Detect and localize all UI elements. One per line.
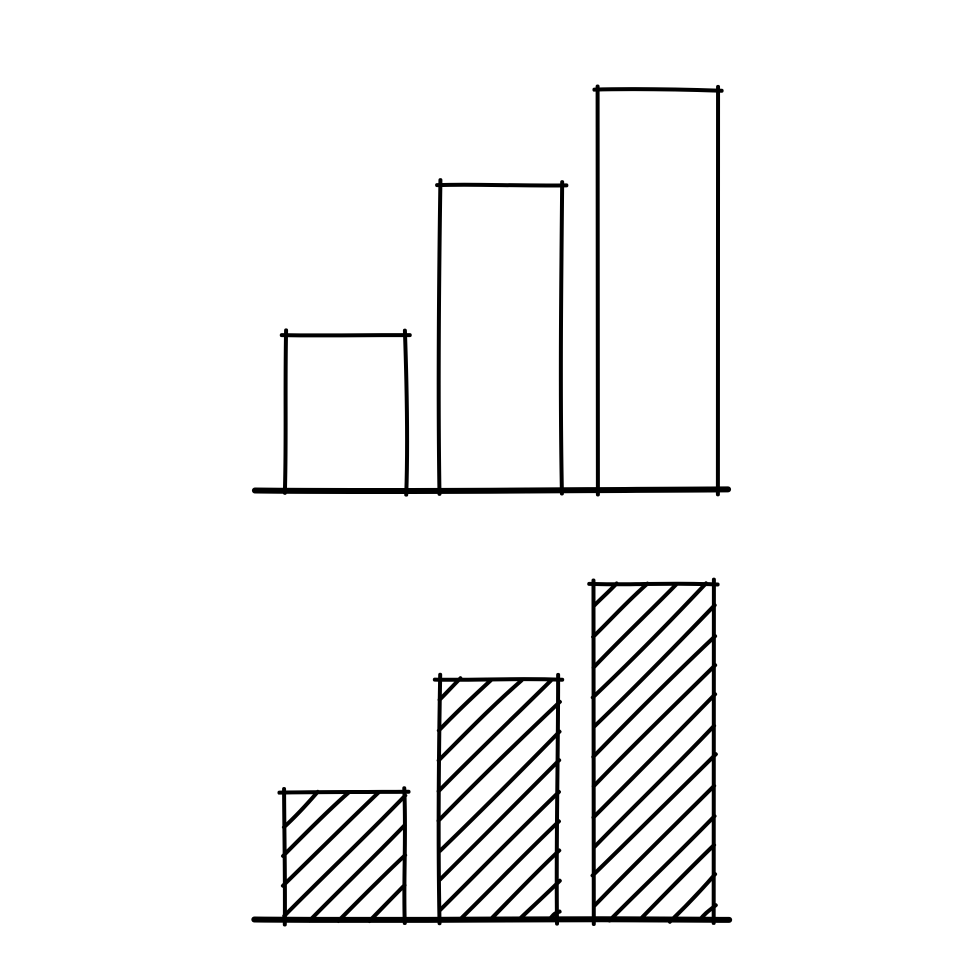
baseline	[254, 919, 729, 920]
baseline	[255, 489, 728, 491]
sketch-bar-charts	[0, 0, 980, 980]
